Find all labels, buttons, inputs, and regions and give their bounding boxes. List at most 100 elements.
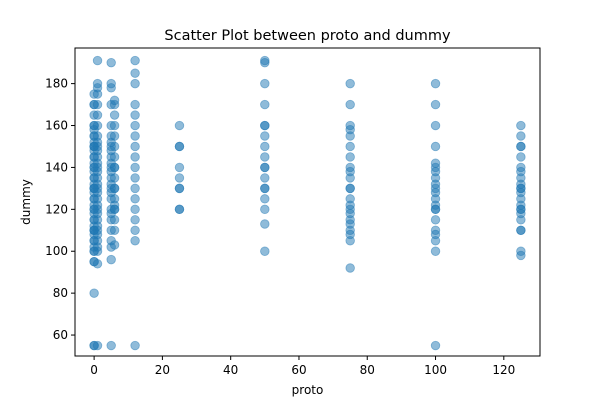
scatter-point <box>174 120 185 131</box>
scatter-point <box>516 183 526 194</box>
scatter-point <box>109 141 120 152</box>
scatter-point <box>516 141 526 152</box>
scatter-point <box>109 173 120 183</box>
scatter-point <box>130 215 140 225</box>
scatter-point <box>516 162 526 173</box>
scatter-point <box>109 110 120 120</box>
scatter-point <box>430 120 441 131</box>
scatter-point <box>130 141 140 152</box>
scatter-point <box>109 225 120 235</box>
scatter-point <box>130 68 140 78</box>
scatter-point <box>92 340 103 351</box>
points-layer <box>89 55 526 351</box>
scatter-point <box>345 141 355 152</box>
scatter-point <box>130 340 140 351</box>
y-tick-label: 160 <box>45 119 68 133</box>
scatter-point <box>130 204 140 215</box>
scatter-point <box>345 194 355 204</box>
scatter-point <box>109 194 120 204</box>
scatter-point <box>174 141 185 152</box>
scatter-point <box>516 225 526 235</box>
scatter-point <box>109 240 120 250</box>
scatter-point <box>345 162 355 173</box>
scatter-point <box>109 95 120 106</box>
scatter-point <box>260 183 270 194</box>
scatter-point <box>106 340 116 351</box>
scatter-point <box>130 152 140 162</box>
scatter-point <box>260 78 270 89</box>
scatter-point <box>130 225 140 235</box>
scatter-point <box>109 162 120 173</box>
scatter-point <box>260 55 270 66</box>
y-tick-label: 100 <box>45 244 68 258</box>
scatter-point <box>130 120 140 131</box>
scatter-point <box>130 55 140 66</box>
scatter-point <box>516 152 526 162</box>
scatter-point <box>516 246 526 256</box>
scatter-point <box>260 204 270 215</box>
scatter-point <box>109 152 120 162</box>
scatter-point <box>92 99 103 110</box>
scatter-point <box>92 110 103 120</box>
scatter-point <box>430 340 441 351</box>
scatter-point <box>260 120 270 131</box>
plot-frame <box>74 47 541 357</box>
scatter-point <box>130 194 140 204</box>
scatter-point <box>430 246 441 256</box>
x-axis: 0 20 40 60 80 100 120 <box>90 356 515 377</box>
scatter-point <box>345 99 355 110</box>
y-tick-label: 60 <box>53 328 68 342</box>
scatter-point <box>430 158 441 168</box>
scatter-point <box>345 120 355 131</box>
scatter-point <box>92 137 103 147</box>
scatter-point <box>174 204 185 215</box>
scatter-point <box>345 263 355 273</box>
y-axis: 60 80 100 120 140 160 180 <box>45 77 75 342</box>
scatter-point <box>260 173 270 183</box>
x-tick-label: 120 <box>492 363 515 377</box>
scatter-point <box>260 194 270 204</box>
scatter-point <box>130 183 140 194</box>
scatter-point <box>89 288 99 298</box>
chart-title: Scatter Plot between proto and dummy <box>164 28 451 44</box>
scatter-point <box>106 57 116 68</box>
scatter-point <box>130 162 140 173</box>
scatter-point <box>109 215 120 225</box>
scatter-point <box>260 219 270 229</box>
scatter-point <box>260 246 270 256</box>
scatter-point <box>516 204 526 215</box>
y-tick-label: 80 <box>53 286 68 300</box>
scatter-point <box>109 120 120 131</box>
x-tick-label: 40 <box>223 363 238 377</box>
scatter-point <box>174 173 185 183</box>
scatter-point <box>92 259 103 269</box>
scatter-point <box>345 183 355 194</box>
x-tick-label: 100 <box>424 363 447 377</box>
scatter-point <box>106 254 116 265</box>
scatter-point <box>430 78 441 89</box>
scatter-point <box>260 141 270 152</box>
scatter-point <box>430 141 441 152</box>
scatter-point <box>106 78 116 89</box>
scatter-point <box>516 120 526 131</box>
scatter-point <box>130 173 140 183</box>
scatter-point <box>260 162 270 173</box>
x-axis-label: proto <box>292 383 324 397</box>
scatter-point <box>130 131 140 141</box>
scatter-point <box>430 99 441 110</box>
y-tick-label: 140 <box>45 160 68 174</box>
scatter-point <box>130 78 140 89</box>
y-axis-label: dummy <box>19 179 33 225</box>
scatter-point <box>430 204 441 215</box>
scatter-point <box>109 131 120 141</box>
y-tick-label: 180 <box>45 77 68 91</box>
x-tick-label: 20 <box>155 363 170 377</box>
scatter-point <box>430 215 441 225</box>
scatter-point <box>260 99 270 110</box>
scatter-point <box>92 55 103 66</box>
scatter-point <box>345 152 355 162</box>
scatter-point <box>130 110 140 120</box>
scatter-point <box>92 78 103 89</box>
scatter-point <box>430 225 441 235</box>
